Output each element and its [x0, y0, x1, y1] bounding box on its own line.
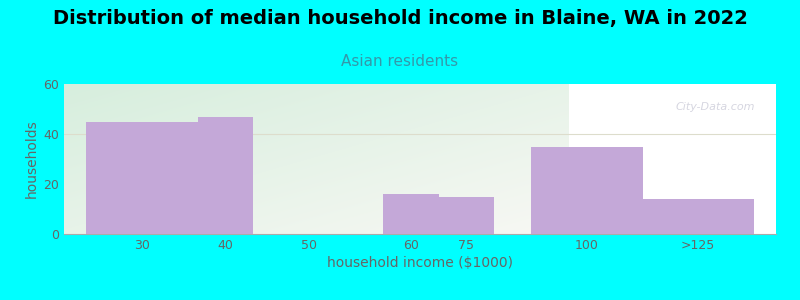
Bar	[198, 116, 253, 234]
Bar	[86, 122, 198, 234]
Text: Distribution of median household income in Blaine, WA in 2022: Distribution of median household income …	[53, 9, 747, 28]
X-axis label: household income ($1000): household income ($1000)	[327, 256, 513, 270]
Bar	[438, 196, 494, 234]
Y-axis label: households: households	[25, 120, 39, 198]
Bar	[531, 146, 642, 234]
Text: City-Data.com: City-Data.com	[675, 102, 754, 112]
Bar	[383, 194, 438, 234]
Text: Asian residents: Asian residents	[342, 54, 458, 69]
Bar	[642, 199, 754, 234]
